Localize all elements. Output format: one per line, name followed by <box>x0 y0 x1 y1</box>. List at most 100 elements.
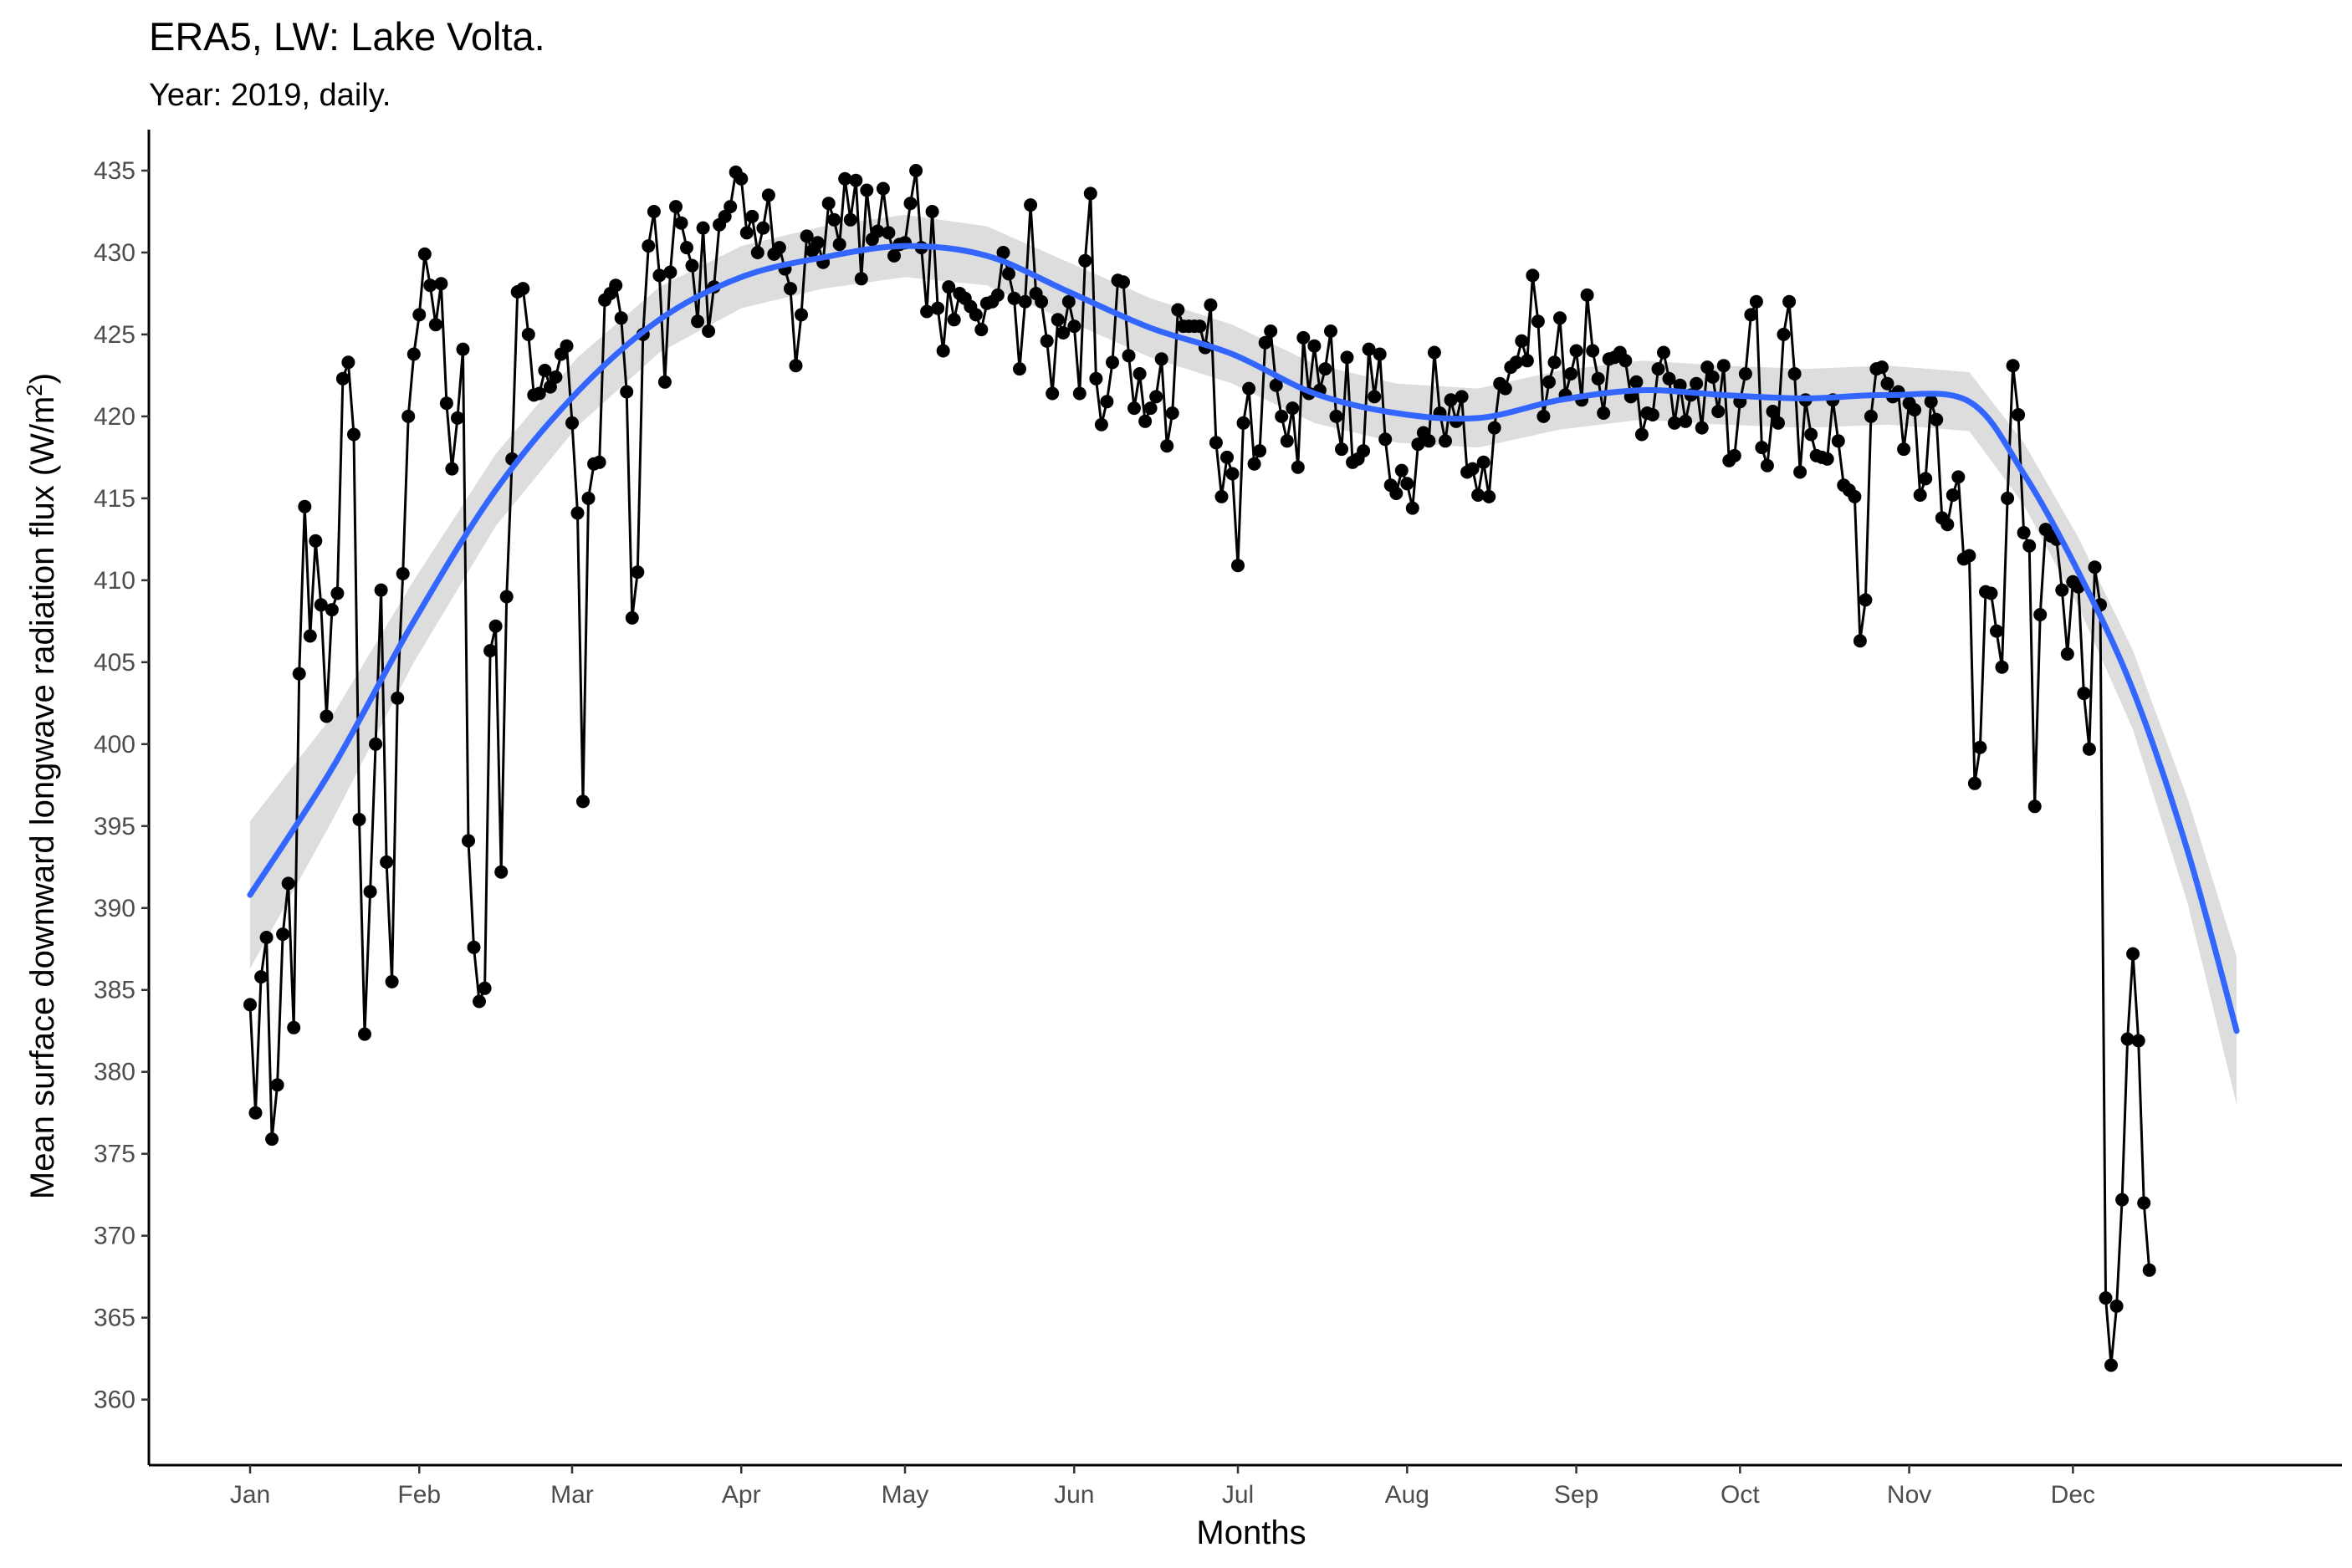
data-point <box>1482 489 1496 503</box>
data-point <box>680 241 693 255</box>
y-tick-label: 360 <box>94 1387 135 1414</box>
data-point <box>417 247 432 261</box>
data-point <box>652 268 667 283</box>
data-point <box>473 994 486 1009</box>
data-point <box>1946 488 1960 502</box>
data-point <box>1930 412 1944 426</box>
data-point <box>614 311 628 325</box>
data-point <box>2088 560 2102 575</box>
x-tick-label: Oct <box>1721 1481 1760 1509</box>
data-point <box>1962 549 1976 563</box>
data-point <box>969 308 983 322</box>
data-point <box>1405 501 1419 515</box>
data-point <box>1690 376 1704 391</box>
data-point <box>1744 308 1758 322</box>
data-point <box>1340 350 1354 365</box>
data-point <box>1204 298 1218 312</box>
data-point <box>314 598 328 612</box>
data-point <box>761 188 775 202</box>
data-point <box>784 282 797 296</box>
x-tick-label: Aug <box>1385 1481 1429 1509</box>
data-point <box>931 301 945 315</box>
data-point <box>499 590 514 604</box>
data-point <box>1853 634 1867 648</box>
data-point <box>2060 647 2074 661</box>
data-point <box>1335 442 1348 457</box>
data-point <box>920 304 934 319</box>
data-point <box>1357 444 1371 458</box>
data-point <box>1711 405 1726 418</box>
data-point <box>1787 367 1802 381</box>
data-point <box>947 313 961 327</box>
x-tick-label: Mar <box>550 1481 594 1509</box>
data-point <box>396 567 410 580</box>
data-point <box>1422 434 1436 448</box>
data-point <box>854 272 868 286</box>
data-point <box>1564 367 1578 381</box>
data-point <box>2017 526 2031 539</box>
data-point <box>1848 489 1862 503</box>
x-tick-label: Jan <box>230 1481 270 1509</box>
data-point <box>538 364 552 377</box>
data-point <box>669 200 683 214</box>
data-point <box>1324 324 1337 338</box>
data-point <box>1755 441 1769 455</box>
data-point <box>642 239 656 253</box>
data-point <box>581 491 596 505</box>
data-point <box>1264 324 1278 338</box>
data-point <box>657 375 672 389</box>
data-point <box>1831 434 1845 448</box>
data-point <box>1990 624 2003 638</box>
data-point <box>560 339 574 353</box>
data-point <box>456 342 470 356</box>
data-point <box>478 981 492 995</box>
data-point <box>1908 403 1922 417</box>
data-point <box>330 586 345 600</box>
x-tick-label: Sep <box>1554 1481 1598 1509</box>
x-tick-label: May <box>882 1481 929 1509</box>
data-point <box>827 212 841 227</box>
chart-title: ERA5, LW: Lake Volta. <box>149 14 545 59</box>
data-point <box>685 258 699 273</box>
data-point <box>876 181 890 196</box>
data-point <box>990 288 1005 302</box>
data-point <box>2120 1032 2135 1046</box>
data-point <box>1061 294 1076 309</box>
y-tick-label: 380 <box>94 1059 135 1086</box>
data-point <box>406 347 421 361</box>
data-point <box>428 318 442 332</box>
data-point <box>1307 339 1322 353</box>
data-point <box>1760 458 1774 472</box>
y-tick-label: 400 <box>94 731 135 758</box>
data-point <box>1035 294 1049 309</box>
data-point <box>1984 586 1998 600</box>
data-point <box>772 241 786 255</box>
data-point <box>2055 583 2069 597</box>
data-point <box>1149 390 1163 404</box>
data-point <box>1368 390 1382 404</box>
data-point <box>281 876 295 891</box>
data-point <box>1924 395 1938 409</box>
data-point <box>2109 1299 2124 1313</box>
data-point <box>718 209 732 223</box>
data-point <box>1749 294 1763 309</box>
data-point <box>1122 349 1136 363</box>
data-point <box>521 327 535 341</box>
data-point <box>838 171 852 186</box>
data-point <box>2104 1358 2118 1372</box>
data-point <box>734 171 749 186</box>
data-point <box>265 1132 279 1147</box>
data-point <box>1154 352 1168 366</box>
data-point <box>1820 452 1834 466</box>
data-point <box>467 940 481 954</box>
data-point <box>287 1020 301 1034</box>
data-point <box>1569 344 1583 358</box>
data-point <box>871 224 885 238</box>
data-point <box>494 865 509 879</box>
data-point <box>1547 355 1562 370</box>
data-point <box>1024 198 1038 212</box>
data-point <box>1476 455 1490 469</box>
data-point <box>532 386 546 401</box>
data-point <box>756 221 770 235</box>
